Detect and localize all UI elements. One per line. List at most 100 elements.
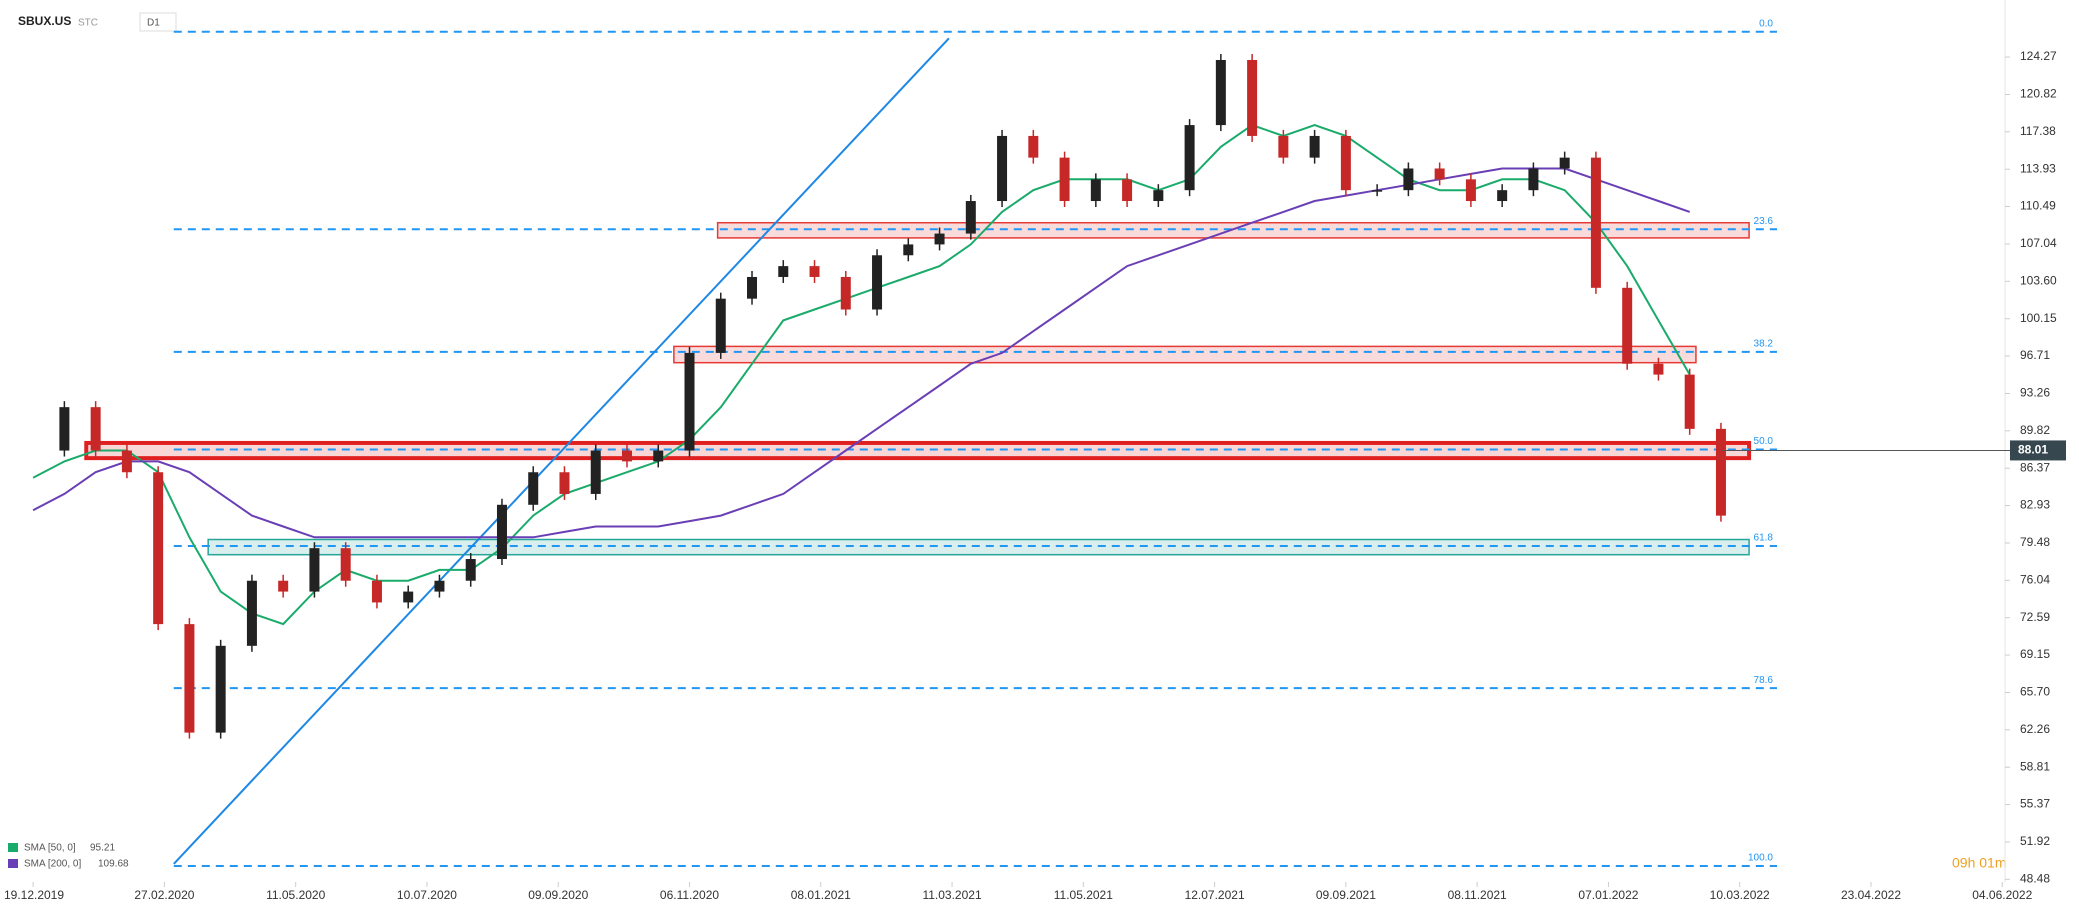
candle <box>903 244 914 256</box>
candle <box>246 580 257 646</box>
candle <box>340 548 351 581</box>
x-tick-label: 10.03.2022 <box>1710 888 1770 902</box>
y-tick-label: 107.04 <box>2020 236 2057 250</box>
zone <box>673 345 1697 364</box>
candle <box>215 645 226 733</box>
x-tick-label: 11.05.2020 <box>266 888 325 902</box>
y-tick-label: 65.70 <box>2020 685 2050 699</box>
candle <box>403 591 414 603</box>
candle <box>1528 168 1539 191</box>
zone <box>84 440 1752 461</box>
y-tick-label: 82.93 <box>2020 498 2050 512</box>
y-tick-label: 89.82 <box>2020 423 2050 437</box>
y-tick-label: 62.26 <box>2020 722 2050 736</box>
sma-line <box>32 123 1691 626</box>
candle <box>621 450 632 462</box>
candle <box>1122 179 1133 202</box>
candle <box>559 472 570 494</box>
fib-label: 23.6 <box>1754 216 1774 227</box>
fib-label: 100.0 <box>1748 853 1773 864</box>
candle <box>1372 190 1383 192</box>
candle <box>1684 374 1695 429</box>
candle <box>1434 168 1445 180</box>
x-tick-label: 07.01.2022 <box>1578 888 1638 902</box>
legend-name: SMA [200, 0] <box>24 859 81 870</box>
candle <box>153 472 164 625</box>
fib-label: 61.8 <box>1754 533 1774 544</box>
y-tick-label: 96.71 <box>2020 348 2050 362</box>
candle <box>465 559 476 581</box>
x-tick-label: 12.07.2021 <box>1185 888 1245 902</box>
candle <box>1497 190 1508 202</box>
interval[interactable]: D1 <box>147 18 160 29</box>
candle <box>872 255 883 310</box>
y-tick-label: 72.59 <box>2020 610 2050 624</box>
y-tick-label: 117.38 <box>2020 124 2056 138</box>
candle <box>840 276 851 310</box>
candle <box>1028 135 1039 158</box>
y-tick-label: 93.26 <box>2020 386 2050 400</box>
x-tick-label: 27.02.2020 <box>134 888 194 902</box>
candle <box>747 276 758 299</box>
x-tick-label: 06.11.2020 <box>660 888 719 902</box>
y-tick-label: 120.82 <box>2020 87 2057 101</box>
legend-value: 109.68 <box>98 859 129 870</box>
fib-label: 0.0 <box>1759 18 1773 29</box>
candle <box>1247 59 1258 136</box>
y-tick-label: 58.81 <box>2020 759 2050 773</box>
y-tick-label: 110.49 <box>2020 199 2056 213</box>
candle <box>590 450 601 494</box>
candle <box>1653 363 1664 375</box>
last-price-label: 88.01 <box>2018 443 2048 457</box>
candle <box>90 407 101 451</box>
y-tick-label: 113.93 <box>2020 161 2056 175</box>
sma-line <box>32 167 1691 539</box>
candle <box>809 266 820 277</box>
legend-swatch <box>8 843 18 852</box>
x-tick-label: 11.05.2021 <box>1054 888 1113 902</box>
candle <box>1059 157 1070 202</box>
candle <box>1340 135 1351 191</box>
y-tick-label: 69.15 <box>2020 647 2050 661</box>
x-tick-label: 11.03.2021 <box>922 888 981 902</box>
candle <box>1278 135 1289 158</box>
candle <box>59 407 70 451</box>
y-tick-label: 79.48 <box>2020 535 2050 549</box>
candle <box>1590 157 1601 288</box>
symbol: SBUX.US <box>18 14 71 28</box>
fib-label: 78.6 <box>1754 675 1774 686</box>
legend-value: 95.21 <box>90 843 115 854</box>
y-tick-label: 48.48 <box>2020 871 2050 885</box>
candle <box>965 201 976 234</box>
candle <box>528 472 539 505</box>
interval-box[interactable] <box>139 12 177 32</box>
y-tick-label: 86.37 <box>2020 460 2050 474</box>
candle <box>653 450 664 462</box>
y-tick-label: 76.04 <box>2020 572 2050 586</box>
candle <box>278 580 289 592</box>
candle <box>309 548 320 592</box>
y-tick-label: 100.15 <box>2020 311 2057 325</box>
candle <box>778 266 789 277</box>
last-price-box <box>2010 440 2066 461</box>
x-tick-label: 10.07.2020 <box>397 888 457 902</box>
candle <box>1622 287 1633 364</box>
candle <box>1153 190 1164 202</box>
candle <box>434 580 445 592</box>
candle <box>1403 168 1414 191</box>
legend-name: SMA [50, 0] <box>24 843 76 854</box>
x-tick-label: 19.12.2019 <box>4 888 64 902</box>
candle <box>1559 157 1570 169</box>
candle <box>121 450 132 473</box>
x-tick-label: 09.09.2021 <box>1316 888 1376 902</box>
candle <box>997 135 1008 202</box>
fib-label: 38.2 <box>1754 338 1774 349</box>
badge: STC <box>78 18 98 29</box>
zone <box>207 538 1750 556</box>
y-tick-label: 55.37 <box>2020 797 2050 811</box>
x-tick-label: 04.06.2022 <box>1972 888 2032 902</box>
x-tick-label: 09.09.2020 <box>528 888 588 902</box>
candle <box>496 504 507 560</box>
x-tick-label: 08.01.2021 <box>791 888 851 902</box>
